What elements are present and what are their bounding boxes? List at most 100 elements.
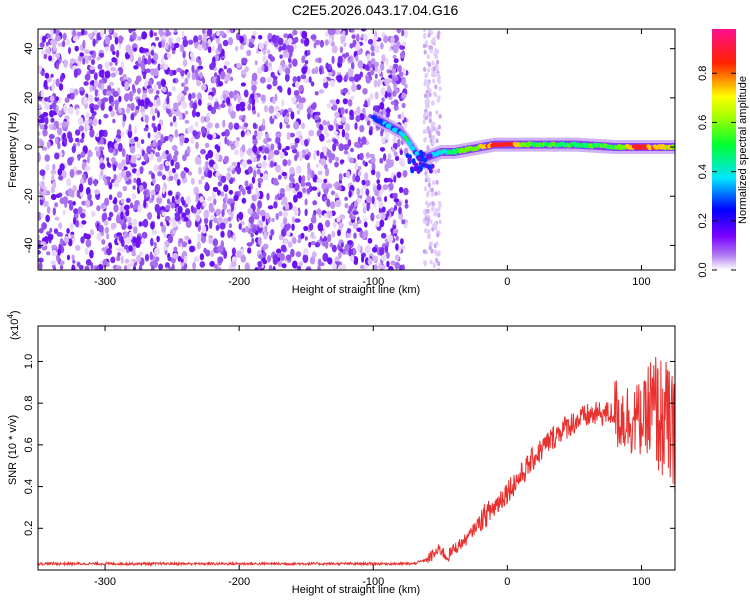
noise-cell [260, 209, 266, 217]
noise-cell [129, 138, 135, 145]
noise-cell [339, 214, 346, 220]
noise-cell [277, 37, 284, 46]
noise-cell [344, 196, 348, 201]
noise-cell [291, 223, 295, 231]
noise-cell [192, 130, 198, 137]
noise-cell [54, 136, 59, 145]
noise-cell [228, 189, 234, 195]
noise-cell [139, 184, 144, 192]
noise-cell [323, 196, 328, 201]
noise-cell [181, 252, 185, 260]
noise-cell [141, 111, 146, 117]
spectrogram-x-label: Height of straight line (km) [292, 284, 420, 296]
x-tick-label: 0 [504, 276, 510, 288]
noise-cell [118, 107, 123, 114]
noise-cell [310, 231, 315, 239]
noise-cell [153, 32, 157, 37]
noise-cell [315, 163, 320, 168]
noise-cell [125, 153, 130, 163]
noise-cell [304, 236, 308, 241]
noise-cell [428, 201, 432, 207]
noise-cell [215, 152, 220, 162]
noise-cell [310, 240, 316, 246]
y-tick-label: -20 [23, 188, 35, 204]
noise-cell [123, 166, 128, 171]
noise-cell [298, 102, 304, 111]
noise-cell [361, 179, 366, 186]
noise-cell [201, 225, 207, 234]
noise-cell [207, 149, 214, 159]
colorbar-tick-label: 0.0 [697, 262, 709, 277]
noise-cell [228, 37, 234, 46]
noise-cell [223, 184, 229, 193]
noise-cell [291, 216, 296, 224]
noise-cell [434, 127, 438, 133]
noise-cell [148, 87, 154, 94]
noise-cell [292, 237, 297, 244]
noise-cell [334, 29, 341, 35]
noise-cell [126, 216, 132, 224]
noise-cell [277, 142, 282, 151]
noise-cell [80, 151, 86, 158]
noise-cell [317, 265, 321, 270]
noise-cell [213, 198, 217, 206]
noise-cell [343, 150, 349, 155]
noise-cell [222, 39, 229, 47]
noise-cell [209, 260, 215, 267]
noise-cell [51, 102, 57, 109]
noise-cell [128, 123, 132, 133]
noise-cell [330, 190, 336, 196]
noise-cell [310, 81, 315, 87]
noise-cell [121, 247, 126, 253]
noise-cell [317, 170, 323, 176]
noise-cell [298, 151, 303, 157]
noise-cell [356, 33, 360, 42]
noise-cell [272, 75, 278, 81]
noise-cell [379, 147, 386, 152]
noise-cell [135, 105, 140, 110]
noise-cell [287, 37, 293, 44]
noise-cell [285, 231, 291, 237]
noise-cell [423, 260, 427, 265]
noise-cell [212, 132, 217, 139]
noise-cell [244, 262, 250, 270]
noise-cell [50, 169, 57, 175]
noise-cell [304, 208, 308, 217]
noise-cell [292, 260, 298, 269]
noise-cell [367, 258, 373, 265]
noise-cell [159, 163, 164, 171]
noise-cell [251, 72, 258, 82]
noise-cell [285, 51, 290, 58]
noise-cell [354, 175, 361, 183]
noise-cell [429, 30, 434, 36]
noise-cell [199, 196, 204, 203]
noise-cell [57, 248, 62, 256]
noise-cell [133, 177, 137, 184]
noise-cell [430, 187, 434, 193]
noise-cell [266, 137, 272, 142]
noise-cell [120, 60, 124, 70]
noise-cell [290, 111, 295, 120]
noise-cell [427, 228, 431, 234]
noise-cell [373, 79, 378, 88]
noise-cell [236, 137, 240, 142]
noise-cell [270, 229, 275, 236]
noise-cell [292, 29, 298, 36]
noise-cell [58, 232, 63, 237]
noise-cell [226, 97, 231, 106]
noise-cell [284, 67, 291, 75]
noise-cell [341, 116, 346, 123]
noise-cell [329, 242, 334, 248]
noise-cell [140, 139, 145, 145]
noise-cell [352, 222, 359, 229]
noise-cell [220, 175, 227, 183]
noise-cell [145, 68, 151, 73]
noise-cell [176, 179, 181, 186]
noise-cell [82, 39, 86, 49]
noise-cell [359, 124, 365, 133]
noise-cell [223, 250, 228, 259]
noise-cell [181, 30, 185, 38]
noise-cell [351, 84, 357, 92]
noise-cell [244, 180, 249, 187]
noise-cell [233, 122, 240, 130]
